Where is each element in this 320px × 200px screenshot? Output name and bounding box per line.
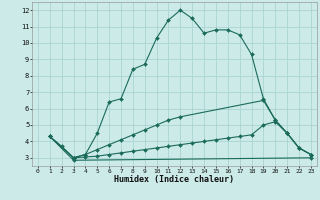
X-axis label: Humidex (Indice chaleur): Humidex (Indice chaleur) <box>115 175 234 184</box>
